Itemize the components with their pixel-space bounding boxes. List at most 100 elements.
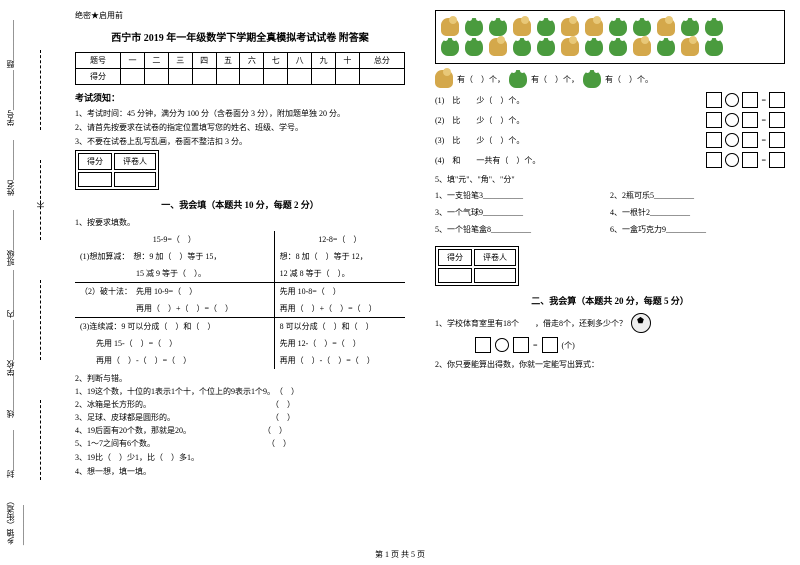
duck-icon	[561, 18, 579, 36]
eq-box	[706, 112, 722, 128]
score-header: 八	[288, 53, 312, 69]
notice-title: 考试须知：	[75, 91, 405, 104]
fill-cell: (3)连续减：9 可以分成（ ）和（ ）	[75, 318, 274, 336]
score-header: 四	[192, 53, 216, 69]
duck-icon	[633, 38, 651, 56]
score-header: 题号	[76, 53, 121, 69]
right-column: 有（ ）个， 有（ ）个， 有（ ）个。 (1) 比 少（ ）个。 = (2) …	[420, 0, 800, 545]
exam-title: 西宁市 2019 年一年级数学下学期全真模拟考试试卷 附答案	[75, 29, 405, 44]
fill-table: 15-9=（ ）12-8=（ ） (1)想加算减： 想：9 加（ ）等于 15，…	[75, 231, 405, 369]
grader-label: 得分	[438, 249, 472, 266]
duck-icon	[561, 38, 579, 56]
eq-box	[769, 152, 785, 168]
sec2-q1-answer: = (个)	[475, 337, 785, 353]
fill-cell: 15-9=（ ）	[75, 231, 274, 248]
score-header: 五	[216, 53, 240, 69]
duck-icon	[513, 18, 531, 36]
fill-cell: 先用 12-（ ）=（ ）	[274, 335, 405, 352]
equation-boxes: =	[706, 92, 785, 108]
sec2-q1: 1、学校体育室里有18个 ，借走8个，还剩多少个？	[435, 313, 785, 333]
frog-icon	[705, 38, 723, 56]
frog-icon	[441, 38, 459, 56]
eq-box	[513, 337, 529, 353]
fill-cell: （2）破十法： 先用 10-9=（ ）	[75, 283, 274, 301]
compare-line: (1) 比 少（ ）个。 =	[435, 92, 785, 108]
equation-boxes: =	[706, 152, 785, 168]
equation-boxes: =	[706, 112, 785, 128]
gutter-label: 封__________	[5, 430, 16, 478]
duck-icon	[585, 18, 603, 36]
gutter-label: 学号__________	[5, 70, 16, 126]
frog-icon	[465, 18, 483, 36]
gutter-label: 题__________	[5, 20, 16, 68]
score-header: 总分	[359, 53, 404, 69]
score-header: 七	[264, 53, 288, 69]
notice-list: 1、考试时间：45 分钟，满分为 100 分（含卷面分 3 分），附加题单独 2…	[75, 108, 405, 147]
q5-item: 2、2瓶可乐5__________	[610, 190, 785, 201]
fill-cell: 想：8 加（ ）等于 12，	[274, 248, 405, 265]
fill-cell: 再用（ ）+（ ）=（ ）	[75, 300, 274, 318]
binding-gutter: 题__________ 学号__________ 姓名__________ 不 …	[0, 0, 60, 545]
count-line: 有（ ）个， 有（ ）个， 有（ ）个。	[435, 70, 785, 88]
q3-label: 3、19比（ ）少1，比（ ）多1。	[75, 452, 405, 463]
gutter-dashline	[40, 160, 41, 240]
notice-item: 2、请首先按要求在试卷的指定位置填写您的姓名、班级、学号。	[75, 122, 405, 133]
frog-icon	[513, 38, 531, 56]
list-item: 2、冰箱是长方形的。 （ ）	[75, 399, 405, 410]
fill-cell: 再用（ ）-（ ）=（ ）	[274, 352, 405, 369]
fill-cell: (1)想加算减： 想：9 加（ ）等于 15，	[75, 248, 274, 265]
fill-cell: 再用（ ）+（ ）=（ ）	[274, 300, 405, 318]
q2-list: 1、19这个数，十位的1表示1个十，个位上的9表示1个9。 （ ） 2、冰箱是长…	[75, 386, 405, 449]
notice-item: 3、不要在试卷上乱写乱画，卷面不整洁扣 3 分。	[75, 136, 405, 147]
duck-icon	[435, 70, 453, 88]
gutter-dashline	[40, 50, 41, 130]
page-footer: 第 1 页 共 5 页	[0, 549, 800, 560]
duck-icon	[489, 38, 507, 56]
score-row-label: 得分	[76, 69, 121, 85]
eq-box	[742, 132, 758, 148]
frog-icon	[609, 18, 627, 36]
eq-box	[706, 92, 722, 108]
eq-box	[742, 92, 758, 108]
eq-box	[769, 132, 785, 148]
notice-item: 1、考试时间：45 分钟，满分为 100 分（含卷面分 3 分），附加题单独 2…	[75, 108, 405, 119]
list-item: 1、19这个数，十位的1表示1个十，个位上的9表示1个9。 （ ）	[75, 386, 405, 397]
q5-item: 3、一个气球9__________	[435, 207, 610, 218]
score-table: 题号 一 二 三 四 五 六 七 八 九 十 总分 得分	[75, 52, 405, 85]
line-text: (1) 比 少（ ）个。	[435, 95, 702, 106]
frog-icon	[681, 18, 699, 36]
gutter-label: 学校__________	[5, 320, 16, 376]
frog-icon	[537, 18, 555, 36]
eq-op	[725, 153, 739, 167]
eq-box	[542, 337, 558, 353]
compare-line: (2) 比 少（ ）个。 =	[435, 112, 785, 128]
count-text: 有（ ）个。	[605, 74, 653, 85]
eq-box	[742, 152, 758, 168]
gutter-dashline	[40, 400, 41, 480]
section-2-title: 二、我会算（本题共 20 分，每题 5 分）	[435, 294, 785, 307]
soccer-icon	[631, 313, 651, 333]
score-header: 九	[312, 53, 336, 69]
frog-icon	[633, 18, 651, 36]
q4-label: 4、想一想，填一填。	[75, 466, 405, 477]
fill-cell: 再用（ ）-（ ）=（ ）	[75, 352, 274, 369]
list-item: 5、1～7之间有6个数。 （ ）	[75, 438, 405, 449]
left-column: 绝密★启用前 西宁市 2019 年一年级数学下学期全真模拟考试试卷 附答案 题号…	[60, 0, 420, 545]
frog-icon	[585, 38, 603, 56]
unit-label: (个)	[562, 340, 575, 351]
q5-item: 6、一盒巧克力9__________	[610, 224, 785, 235]
line-text: (4) 和 一共有（ ）个。	[435, 155, 702, 166]
duck-icon	[441, 18, 459, 36]
q1-label: 1、按要求填数。	[75, 217, 405, 228]
eq-op	[725, 133, 739, 147]
eq-op	[725, 113, 739, 127]
q5-item: 1、一支铅笔3__________	[435, 190, 610, 201]
score-header: 三	[168, 53, 192, 69]
grader-label: 评卷人	[114, 153, 156, 170]
gutter-label: 姓名__________	[5, 140, 16, 196]
eq-box	[706, 132, 722, 148]
score-header: 二	[144, 53, 168, 69]
eq-box	[475, 337, 491, 353]
gutter-label: 线__________	[5, 370, 16, 418]
line-text: (2) 比 少（ ）个。	[435, 115, 702, 126]
